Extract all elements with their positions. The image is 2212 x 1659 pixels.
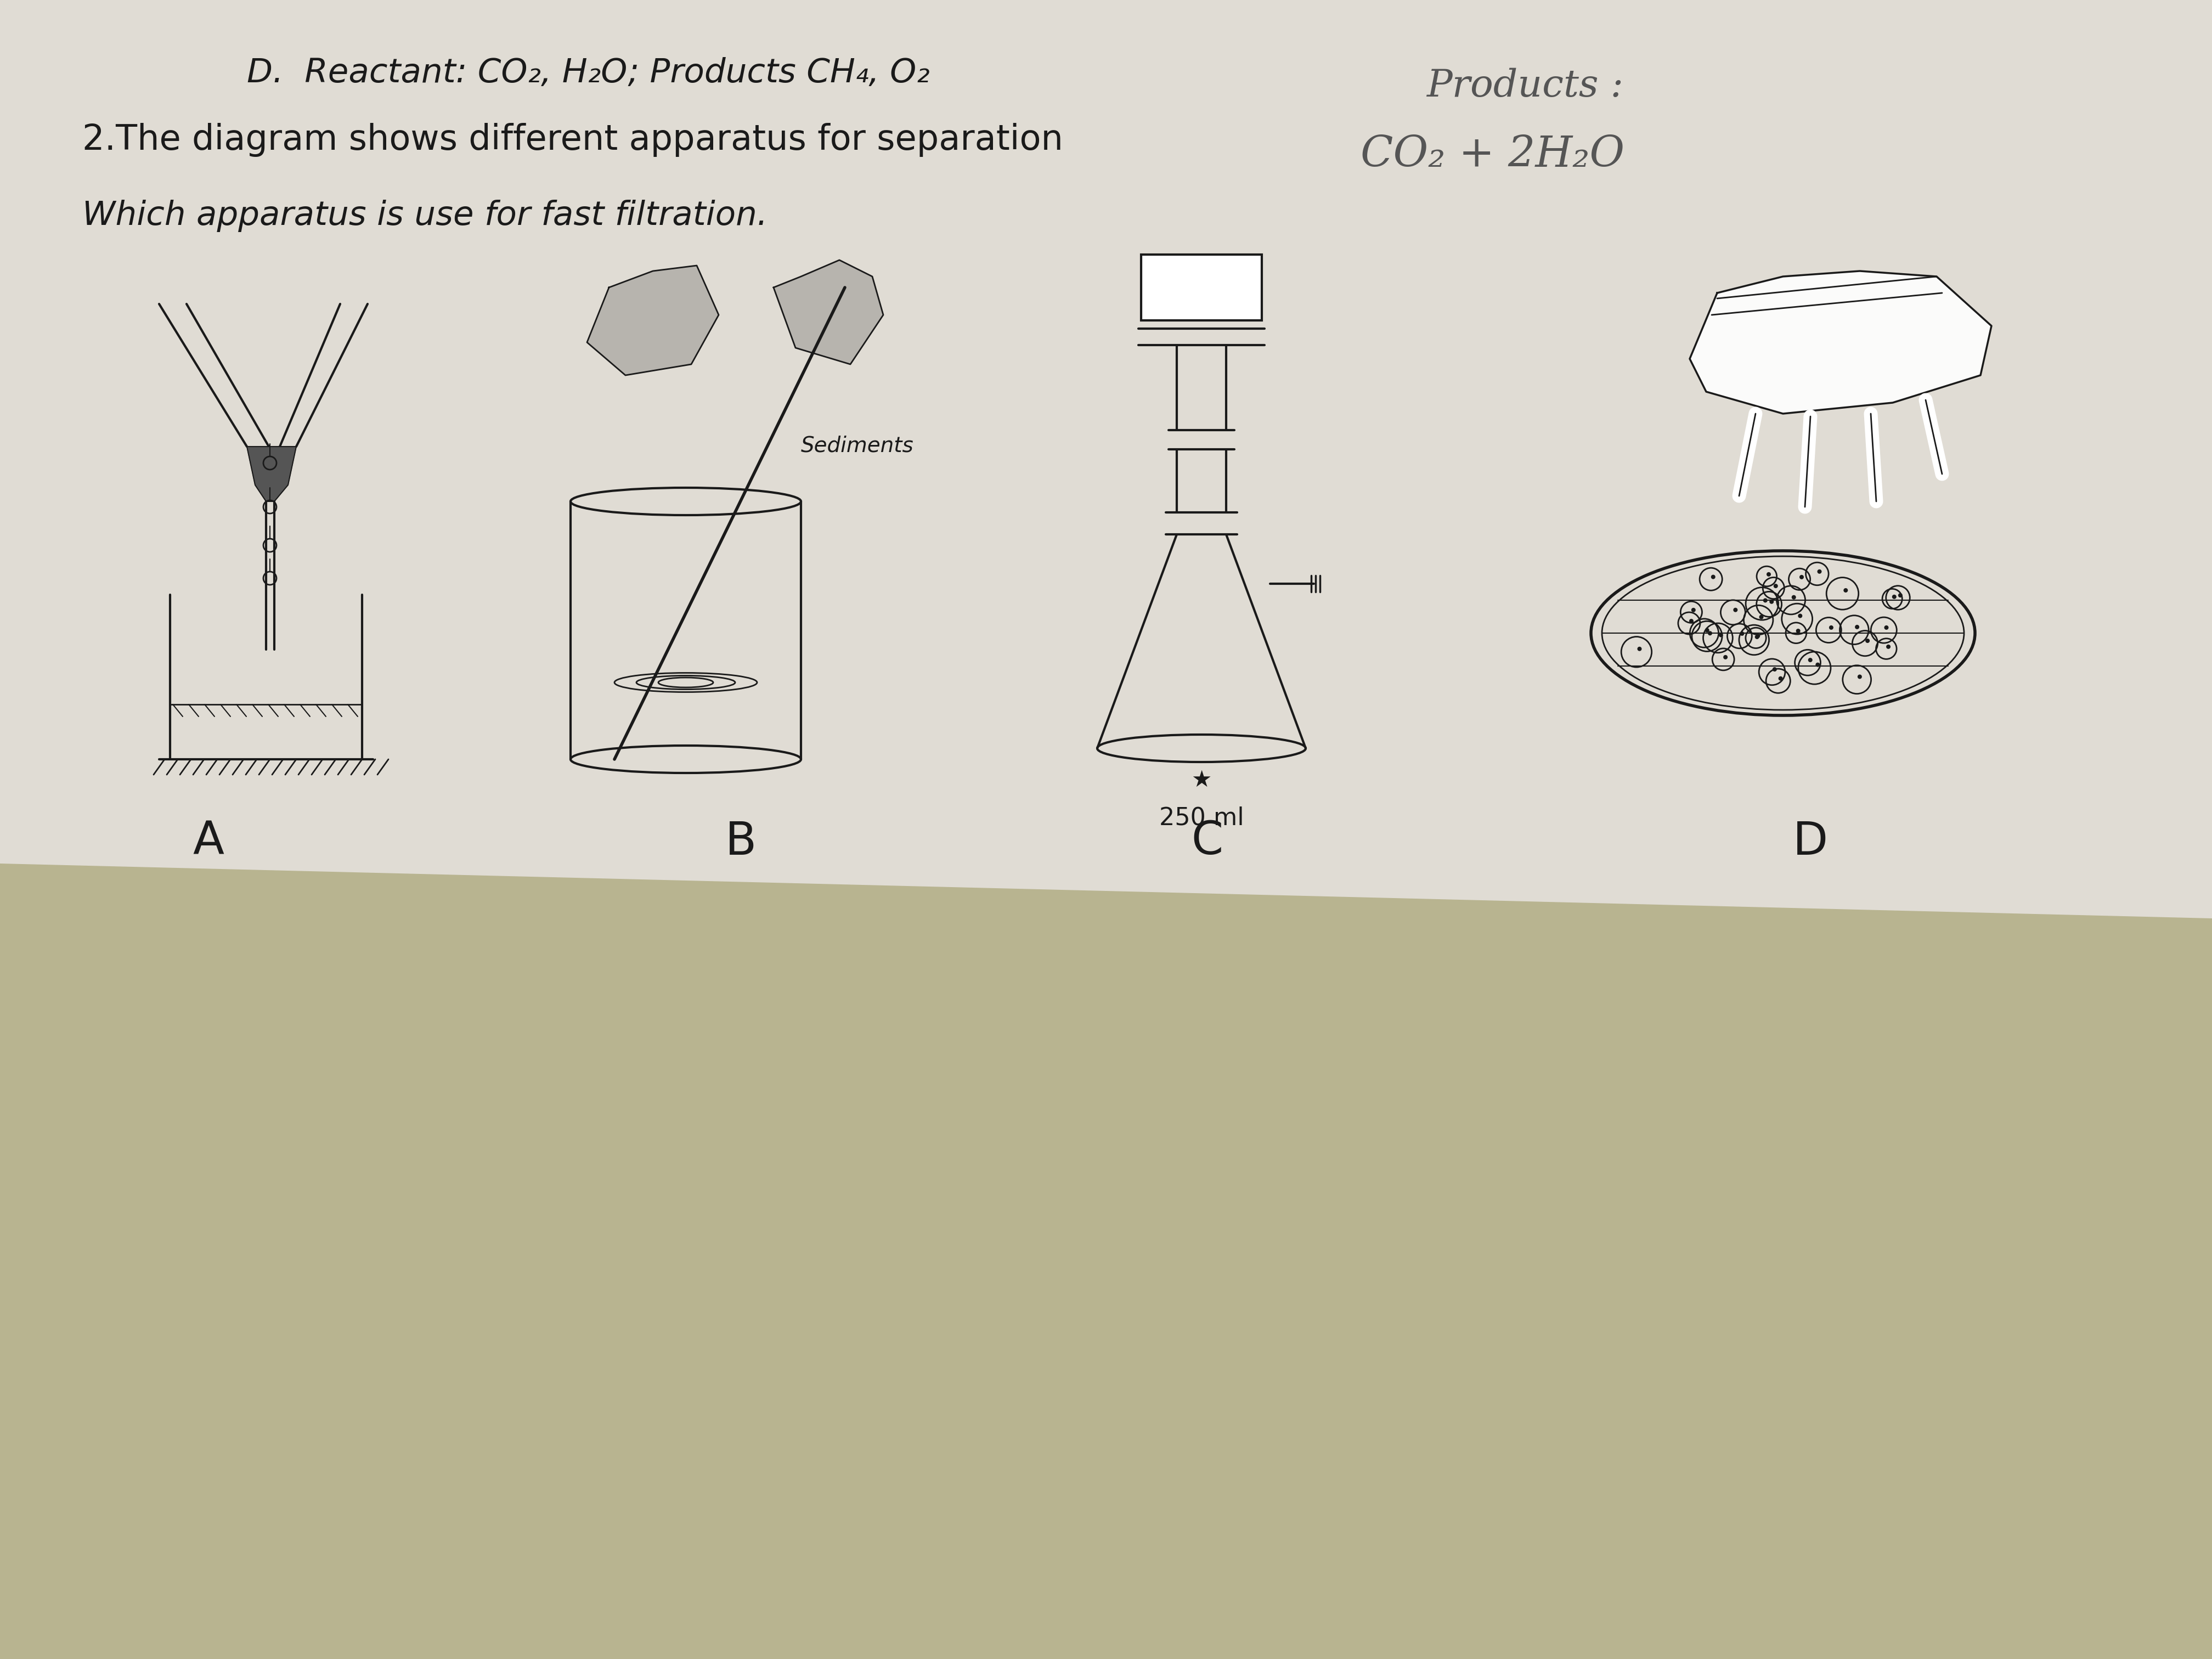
Circle shape (1734, 607, 1739, 612)
Text: B: B (726, 820, 757, 864)
Circle shape (1865, 639, 1869, 644)
Circle shape (1856, 625, 1860, 629)
Circle shape (1818, 569, 1823, 574)
Polygon shape (1690, 270, 1991, 413)
Circle shape (1816, 662, 1820, 667)
Text: CO₂ + 2H₂O: CO₂ + 2H₂O (1360, 134, 1624, 176)
Circle shape (1887, 644, 1891, 649)
Circle shape (1741, 632, 1745, 635)
Polygon shape (248, 446, 296, 501)
Text: D.  Reactant: CO₂, H₂O; Products CH₄, O₂: D. Reactant: CO₂, H₂O; Products CH₄, O₂ (248, 56, 929, 90)
Circle shape (1798, 614, 1803, 619)
Circle shape (1829, 625, 1834, 630)
Circle shape (1891, 594, 1896, 599)
Circle shape (1690, 619, 1694, 624)
Circle shape (1774, 584, 1778, 589)
Text: 2.The diagram shows different apparatus for separation: 2.The diagram shows different apparatus … (82, 123, 1064, 158)
Circle shape (1756, 634, 1761, 639)
FancyBboxPatch shape (1141, 254, 1261, 320)
Circle shape (1712, 574, 1714, 579)
Circle shape (1772, 667, 1776, 672)
Polygon shape (586, 265, 719, 375)
Circle shape (1767, 572, 1772, 577)
Circle shape (1778, 677, 1783, 680)
Circle shape (1723, 655, 1728, 659)
Circle shape (1792, 596, 1796, 599)
Text: ★: ★ (1192, 768, 1212, 791)
Polygon shape (0, 0, 2212, 919)
Circle shape (1885, 625, 1889, 630)
Text: C: C (1190, 820, 1223, 864)
Circle shape (1858, 675, 1863, 679)
Text: D: D (1794, 820, 1827, 864)
Circle shape (1705, 629, 1710, 632)
Circle shape (1770, 599, 1774, 604)
Polygon shape (774, 260, 883, 365)
Circle shape (1692, 607, 1697, 612)
Circle shape (1798, 576, 1803, 579)
Circle shape (1796, 629, 1801, 634)
Circle shape (1754, 635, 1759, 639)
Circle shape (1843, 589, 1847, 592)
Text: Products :: Products : (1427, 68, 1624, 105)
Text: A: A (192, 820, 223, 864)
Circle shape (1759, 615, 1763, 619)
Circle shape (1719, 632, 1723, 637)
Text: Sediments: Sediments (801, 436, 914, 456)
Circle shape (1708, 630, 1712, 635)
Circle shape (1637, 647, 1641, 650)
Text: Which apparatus is use for fast filtration.: Which apparatus is use for fast filtrati… (82, 199, 768, 232)
Circle shape (1898, 594, 1902, 597)
Text: 250 ml: 250 ml (1159, 806, 1243, 830)
Circle shape (1807, 659, 1812, 662)
Circle shape (1763, 599, 1767, 602)
